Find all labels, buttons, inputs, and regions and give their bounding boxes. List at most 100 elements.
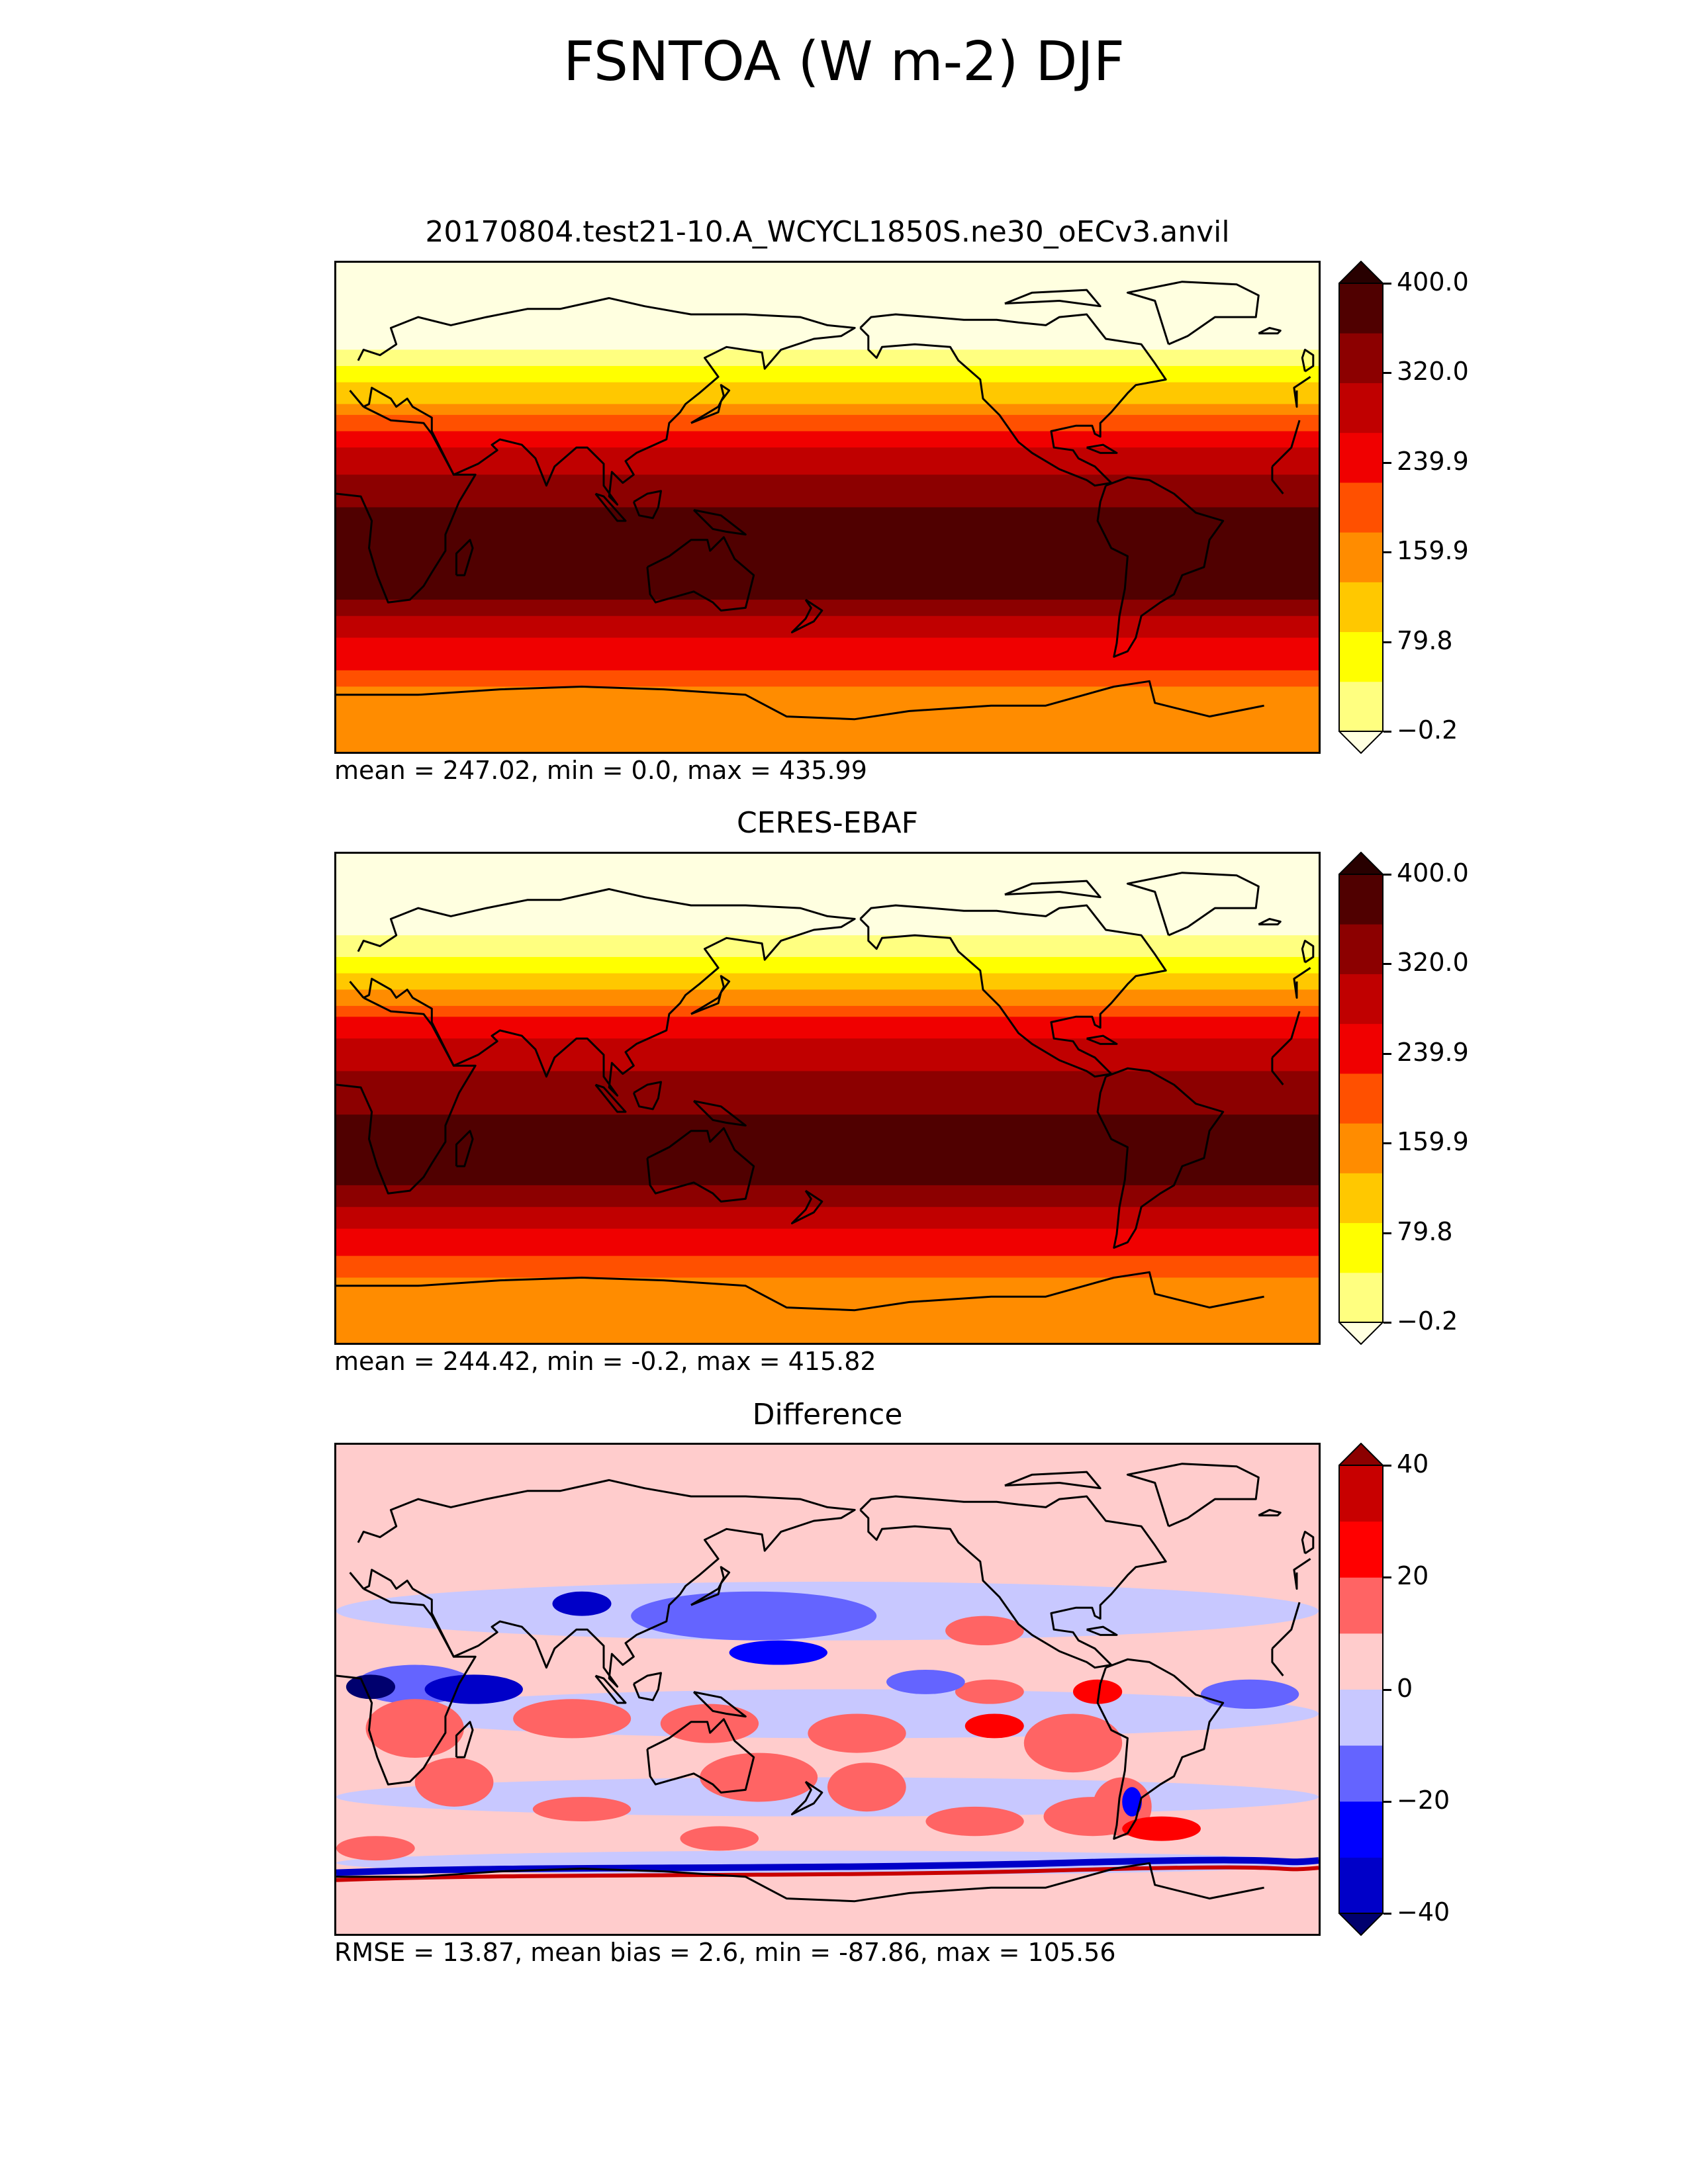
- field-band: [336, 534, 1319, 541]
- colorbar-segment: [1339, 1073, 1383, 1124]
- field-band: [336, 1179, 1319, 1186]
- field-band: [336, 1315, 1319, 1322]
- field-band: [336, 518, 1319, 524]
- coastline: [1086, 443, 1118, 454]
- difference-region: [1073, 1679, 1123, 1704]
- field-band: [336, 1250, 1319, 1257]
- field-band: [336, 556, 1319, 563]
- field-band: [336, 664, 1319, 671]
- field-band: [336, 371, 1319, 378]
- colorbar-segment: [1339, 1633, 1383, 1690]
- field-band: [336, 1223, 1319, 1230]
- field-band: [336, 1288, 1319, 1295]
- colorbar-tick-mark: [1383, 461, 1391, 464]
- coastline: [1301, 348, 1315, 373]
- field-band: [336, 578, 1319, 584]
- field-band: [336, 333, 1319, 340]
- difference-region: [552, 1591, 612, 1616]
- field-band: [336, 1011, 1319, 1017]
- colorbar-tick-mark: [1383, 874, 1391, 876]
- field-band: [336, 1201, 1319, 1208]
- field-band: [336, 1130, 1319, 1137]
- field-band: [336, 1109, 1319, 1115]
- field-band: [336, 355, 1319, 361]
- colorbar-tick-mark: [1383, 1576, 1391, 1579]
- colorbar-segment: [1339, 1857, 1383, 1914]
- field-band: [336, 940, 1319, 947]
- field-band: [336, 615, 1319, 622]
- field-band: [336, 968, 1319, 974]
- field-band: [336, 1005, 1319, 1012]
- coastline: [594, 1674, 627, 1704]
- field-band: [336, 1310, 1319, 1316]
- colorbar-segment: [1339, 1745, 1383, 1802]
- field-band: [336, 891, 1319, 898]
- field-band: [336, 458, 1319, 465]
- difference-region: [532, 1797, 632, 1822]
- colorbar-segment: [1339, 383, 1383, 433]
- coastline: [1096, 1067, 1225, 1249]
- field-band: [336, 1098, 1319, 1105]
- coastline: [859, 1495, 1167, 1669]
- field-band: [336, 924, 1319, 931]
- colorbar-segment: [1339, 532, 1383, 582]
- field-band: [336, 594, 1319, 600]
- colorbar-segment: [1339, 432, 1383, 483]
- field-band: [336, 1196, 1319, 1203]
- field-band: [336, 881, 1319, 887]
- field-band: [336, 290, 1319, 296]
- field-band: [336, 1255, 1319, 1262]
- panel-3-map: [334, 1443, 1321, 1936]
- field-band: [336, 1321, 1319, 1327]
- coastline: [690, 384, 731, 424]
- field-band: [336, 962, 1319, 969]
- field-band: [336, 1087, 1319, 1093]
- field-band: [336, 735, 1319, 742]
- coastline: [1096, 1658, 1225, 1840]
- coastline: [455, 1721, 474, 1758]
- panel-3-title: Difference: [752, 1398, 903, 1432]
- colorbar-frame: [1338, 283, 1383, 732]
- colorbar-extend-max: [1337, 260, 1385, 284]
- colorbar-segment: [1339, 482, 1383, 533]
- colorbar-tick-label: 79.8: [1397, 625, 1453, 655]
- colorbar-tick-label: 159.9: [1397, 1127, 1469, 1157]
- difference-region: [925, 1806, 1024, 1837]
- panel-1-stats: mean = 247.02, min = 0.0, max = 435.99: [334, 756, 867, 785]
- field-band: [336, 713, 1319, 720]
- field-band: [336, 317, 1319, 323]
- field-band: [336, 746, 1319, 752]
- panel-2-map: [334, 852, 1321, 1345]
- field-band: [336, 300, 1319, 307]
- difference-region: [1122, 1787, 1142, 1817]
- colorbar-tick-label: −40: [1397, 1897, 1450, 1927]
- field-band: [336, 1332, 1319, 1338]
- field-band: [336, 919, 1319, 925]
- panel-3-stats: RMSE = 13.87, mean bias = 2.6, min = -87…: [334, 1938, 1116, 1967]
- colorbar-tick-label: 400.0: [1397, 858, 1469, 887]
- colorbar-segment: [1339, 1521, 1383, 1578]
- field-band: [336, 1044, 1319, 1050]
- field-band: [336, 1283, 1319, 1289]
- colorbar-frame: [1338, 1465, 1383, 1914]
- field-band: [336, 1169, 1319, 1175]
- field-band: [336, 436, 1319, 443]
- coastline: [790, 1780, 823, 1815]
- field-band: [336, 1152, 1319, 1159]
- coastline: [632, 1081, 662, 1111]
- field-band: [336, 1277, 1319, 1284]
- field-band: [336, 627, 1319, 633]
- colorbar-tick-label: 320.0: [1397, 948, 1469, 978]
- field-band: [336, 1103, 1319, 1110]
- colorbar-segment: [1339, 1222, 1383, 1273]
- coastline: [336, 1588, 1301, 1786]
- field-band: [336, 529, 1319, 535]
- field-band: [336, 453, 1319, 459]
- field-band: [336, 697, 1319, 704]
- colorbar-segment: [1339, 1577, 1383, 1634]
- field-band: [336, 398, 1319, 405]
- field-band: [336, 475, 1319, 481]
- coastline: [594, 492, 627, 522]
- panel-1-title: 20170804.test21-10.A_WCYCL1850S.ne30_oEC…: [425, 215, 1230, 249]
- field-band: [336, 859, 1319, 866]
